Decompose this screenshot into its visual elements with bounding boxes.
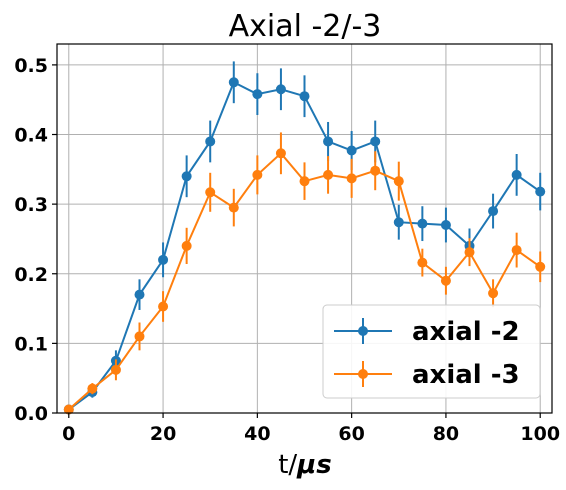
y-tick-label: 0.0 <box>14 403 48 425</box>
data-point <box>275 148 286 159</box>
data-point <box>299 176 310 187</box>
y-tick-label: 0.2 <box>14 264 48 286</box>
data-point <box>323 136 334 147</box>
y-tick-label: 0.3 <box>14 194 48 216</box>
data-point <box>393 217 404 228</box>
data-point <box>393 176 404 187</box>
data-point <box>370 136 381 147</box>
legend-marker-axial-minus-2 <box>358 326 368 336</box>
data-point <box>323 169 334 180</box>
data-point <box>110 364 121 375</box>
plot-frame <box>56 43 553 414</box>
data-point <box>464 247 475 258</box>
data-point <box>134 289 145 300</box>
x-axis-label: t/μs <box>278 450 332 480</box>
chart-title: Axial -2/-3 <box>229 9 382 44</box>
x-ticks: 0 20 40 60 80 100 <box>62 413 560 445</box>
data-point <box>87 383 98 394</box>
data-point <box>158 254 169 265</box>
data-point <box>205 187 216 198</box>
legend-label-axial-minus-3: axial -3 <box>412 360 520 390</box>
x-tick-label: 100 <box>520 423 560 445</box>
data-point <box>417 257 428 268</box>
x-tick-label: 60 <box>338 423 364 445</box>
data-point <box>134 331 145 342</box>
x-tick-label: 0 <box>62 423 75 445</box>
x-axis-label-unit: μs <box>296 450 332 480</box>
data-point <box>63 404 74 415</box>
data-point <box>181 240 192 251</box>
data-point <box>228 77 239 88</box>
legend-label-axial-minus-2: axial -2 <box>412 317 520 347</box>
data-point <box>228 202 239 213</box>
data-point <box>440 220 451 231</box>
data-point <box>511 169 522 180</box>
y-tick-label: 0.1 <box>14 333 48 355</box>
data-point <box>252 89 263 100</box>
x-tick-label: 40 <box>244 423 270 445</box>
data-point <box>252 169 263 180</box>
data-point <box>417 218 428 229</box>
legend: axial -2 axial -3 <box>322 304 541 399</box>
y-tick-label: 0.5 <box>14 55 48 77</box>
data-point <box>511 245 522 256</box>
data-point <box>346 173 357 184</box>
data-point <box>346 145 357 156</box>
x-tick-label: 20 <box>150 423 176 445</box>
data-point <box>205 136 216 147</box>
series-axial-minus-2 <box>63 61 546 415</box>
x-axis-label-prefix: t/ <box>278 450 297 480</box>
data-point <box>440 275 451 286</box>
data-point <box>275 84 286 95</box>
y-ticks: 0.0 0.1 0.2 0.3 0.4 0.5 <box>14 55 57 425</box>
data-point <box>535 186 546 197</box>
x-tick-label: 80 <box>433 423 459 445</box>
data-point <box>370 165 381 176</box>
y-tick-label: 0.4 <box>14 125 48 147</box>
data-point <box>488 206 499 217</box>
series-axial-minus-3 <box>63 132 546 415</box>
data-point <box>181 171 192 182</box>
data-point <box>299 91 310 102</box>
data-point <box>488 288 499 299</box>
series-layer <box>63 61 546 415</box>
legend-marker-axial-minus-3 <box>358 369 368 379</box>
data-point <box>158 301 169 312</box>
data-point <box>535 261 546 272</box>
